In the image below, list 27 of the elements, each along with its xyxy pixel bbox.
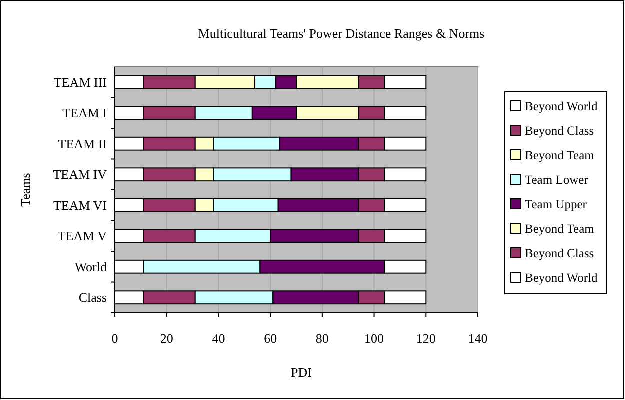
x-axis-title: PDI [291, 365, 312, 380]
y-tick-label: TEAM III [54, 74, 107, 90]
x-tick-label: 120 [416, 331, 436, 346]
y-tick-label: TEAM I [62, 106, 107, 121]
y-tick-label: World [74, 259, 108, 274]
legend-label: Beyond Class [525, 246, 594, 260]
x-tick-label: 40 [212, 331, 226, 346]
y-tick-label: Class [78, 290, 107, 306]
x-tick-label: 20 [160, 331, 174, 346]
x-tick-label: 60 [264, 331, 278, 346]
legend-label: Beyond Class [525, 124, 594, 138]
y-tick-label: TEAM V [58, 228, 108, 244]
legend-label: Beyond Team [525, 222, 595, 236]
legend-label: Team Lower [525, 172, 590, 187]
x-tick-label: 100 [364, 331, 384, 346]
y-axis-title: Teams [18, 173, 33, 207]
y-tick-label: TEAM II [58, 136, 107, 152]
legend-label: Beyond Team [525, 148, 595, 162]
x-tick-label: 140 [468, 331, 488, 346]
legend-label: Beyond World [525, 99, 598, 114]
chart-title: Multicultural Teams' Power Distance Ranges & Norms [198, 26, 485, 41]
y-tick-label: TEAM VI [53, 198, 107, 213]
y-tick-label: TEAM IV [53, 167, 108, 182]
x-tick-label: 0 [112, 331, 118, 346]
x-tick-label: 80 [316, 331, 329, 346]
legend-label: Beyond World [525, 270, 598, 285]
legend-label: Team Upper [525, 197, 588, 212]
